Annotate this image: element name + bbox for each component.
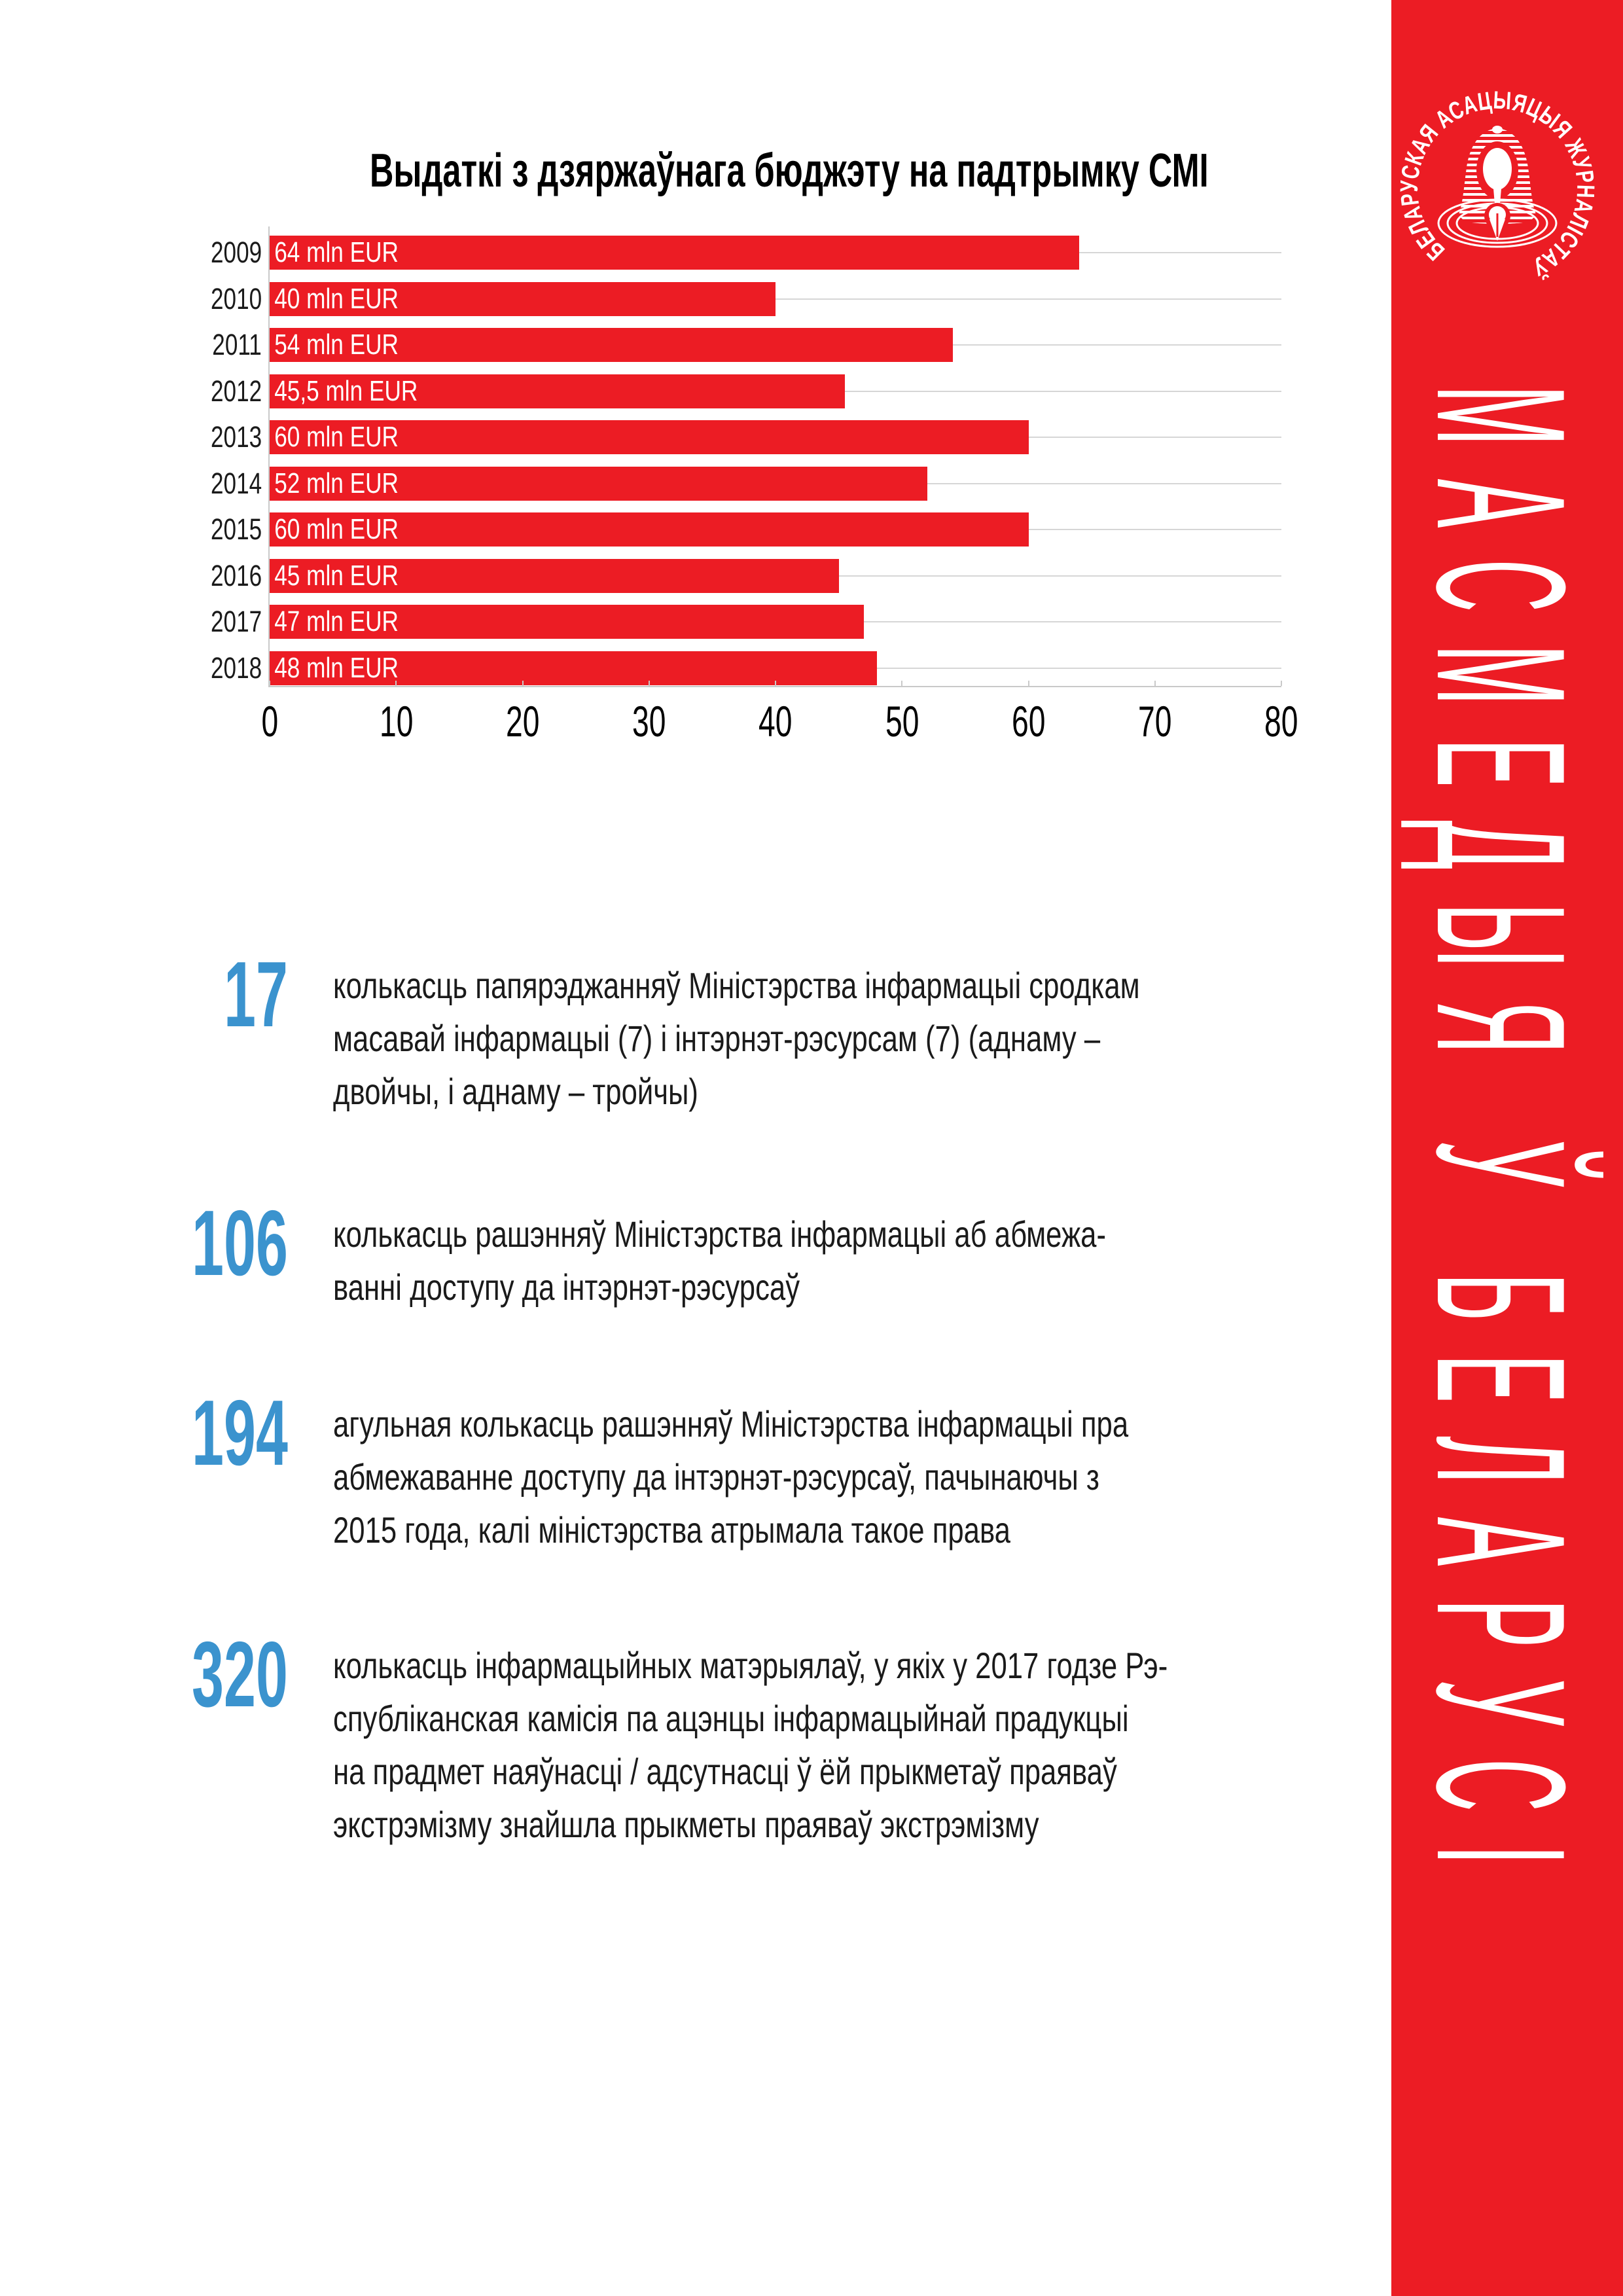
stat-text-line: двойчы, і аднаму – тройчы) — [333, 1071, 698, 1112]
x-tick-mark — [269, 681, 270, 686]
year-label-2016: 2016 — [210, 558, 262, 592]
x-tick-mark — [1281, 681, 1282, 686]
bar-value-label: 60 mln EUR — [274, 421, 399, 453]
baj-logo-icon: БЕЛАРУСКАЯ АСАЦЫЯЦЫЯ ЖУРНАЛІСТАЎ — [1399, 90, 1596, 283]
x-tick-label: 80 — [1264, 697, 1298, 745]
stat-text-line: колькасць папярэджанняў Міністэрства інф… — [333, 965, 1140, 1006]
x-tick-label: 70 — [1138, 697, 1172, 745]
stat-text-line: экстрэмізму знайшла прыкметы праяваў экс… — [333, 1804, 1039, 1845]
stat-text-320: колькасць інфармацыйных матэрыялаў, у як… — [333, 1639, 1403, 1851]
year-label-2012: 2012 — [210, 374, 262, 408]
bar-2011: 54 mln EUR — [270, 328, 953, 362]
year-label-2013: 2013 — [210, 420, 262, 454]
stat-number-106: 106 — [192, 1191, 288, 1295]
bar-value-label: 47 mln EUR — [274, 605, 399, 637]
bar-value-label: 40 mln EUR — [274, 282, 399, 315]
stat-number-194: 194 — [192, 1381, 288, 1485]
year-label-2009: 2009 — [210, 236, 262, 269]
category-gridline — [270, 298, 1281, 300]
year-label-2011: 2011 — [212, 328, 262, 361]
bar-value-label: 54 mln EUR — [274, 329, 399, 361]
x-tick-label: 30 — [632, 697, 666, 745]
x-tick-label: 40 — [758, 697, 793, 745]
year-label-2017: 2017 — [210, 605, 262, 638]
stat-text-line: масавай інфармацыі (7) і інтэрнэт-рэсурс… — [333, 1018, 1101, 1059]
x-tick-label: 20 — [505, 697, 540, 745]
bar-2017: 47 mln EUR — [270, 605, 865, 639]
bar-2014: 52 mln EUR — [270, 466, 927, 501]
bar-value-label: 52 mln EUR — [274, 467, 399, 499]
stat-text-line: колькасць рашэнняў Міністэрства інфармац… — [333, 1213, 1107, 1255]
stat-text-line: 2015 года, калі міністэрства атрымала та… — [333, 1509, 1010, 1551]
x-tick-label: 60 — [1011, 697, 1046, 745]
chart-title: Выдаткі з дзяржаўнага бюджэту на падтрым… — [370, 145, 1209, 197]
x-tick-label: 50 — [885, 697, 919, 745]
bar-2012: 45,5 mln EUR — [270, 374, 846, 408]
stat-text-line: спубліканская камісія па ацэнцы інфармац… — [333, 1698, 1129, 1739]
stat-text-194: агульная колькасць рашэнняў Міністэрства… — [333, 1397, 1353, 1556]
stat-text-line: агульная колькасць рашэнняў Міністэрства… — [333, 1403, 1129, 1444]
bar-value-label: 48 mln EUR — [274, 651, 399, 684]
bar-2015: 60 mln EUR — [270, 512, 1029, 547]
x-tick-label: 10 — [379, 697, 413, 745]
bar-2013: 60 mln EUR — [270, 420, 1029, 454]
x-tick-mark — [395, 681, 397, 686]
stat-text-106: колькасць рашэнняў Міністэрства інфармац… — [333, 1208, 1324, 1314]
year-label-2018: 2018 — [210, 651, 262, 685]
stat-text-line: ванні доступу да інтэрнэт-рэсурсаў — [333, 1266, 800, 1308]
x-tick-mark — [1027, 681, 1029, 686]
x-tick-mark — [901, 681, 903, 686]
bar-2009: 64 mln EUR — [270, 236, 1079, 270]
sidebar-vertical-title: МАСМЕДЫЯ Ў БЕЛАРУСІ — [1399, 385, 1603, 1898]
x-tick-mark — [522, 681, 524, 686]
bar-2010: 40 mln EUR — [270, 281, 776, 316]
x-tick-mark — [648, 681, 650, 686]
bar-value-label: 45,5 mln EUR — [274, 374, 418, 407]
year-label-2010: 2010 — [210, 281, 262, 315]
bar-chart-plot: 64 mln EUR 2009 40 mln EUR 2010 54 mln EUR 20… — [211, 226, 1298, 745]
stat-number-17: 17 — [224, 942, 288, 1047]
bar-2016: 45 mln EUR — [270, 558, 839, 593]
stat-text-17: колькасць папярэджанняў Міністэрства інф… — [333, 959, 1367, 1118]
x-tick-mark — [1154, 681, 1156, 686]
pen-nib-slit — [1496, 213, 1499, 237]
x-tick-mark — [775, 681, 776, 686]
stat-text-line: колькасць інфармацыйных матэрыялаў, у як… — [333, 1645, 1168, 1686]
head-neck — [1493, 188, 1501, 204]
stat-text-line: на прадмет наяўнасці / адсутнасці ў ёй п… — [333, 1751, 1117, 1792]
head-icon — [1483, 148, 1512, 190]
bar-2018: 48 mln EUR — [270, 651, 877, 685]
year-label-2014: 2014 — [210, 466, 262, 500]
bar-value-label: 45 mln EUR — [274, 559, 399, 592]
bar-value-label: 64 mln EUR — [274, 236, 399, 268]
year-label-2015: 2015 — [210, 512, 262, 546]
sidebar — [1391, 0, 1623, 2296]
stat-number-320: 320 — [192, 1623, 288, 1727]
x-tick-label: 0 — [261, 697, 278, 745]
bar-value-label: 60 mln EUR — [274, 513, 399, 545]
stat-text-line: абмежаванне доступу да інтэрнэт-рэсурсаў… — [333, 1456, 1099, 1498]
